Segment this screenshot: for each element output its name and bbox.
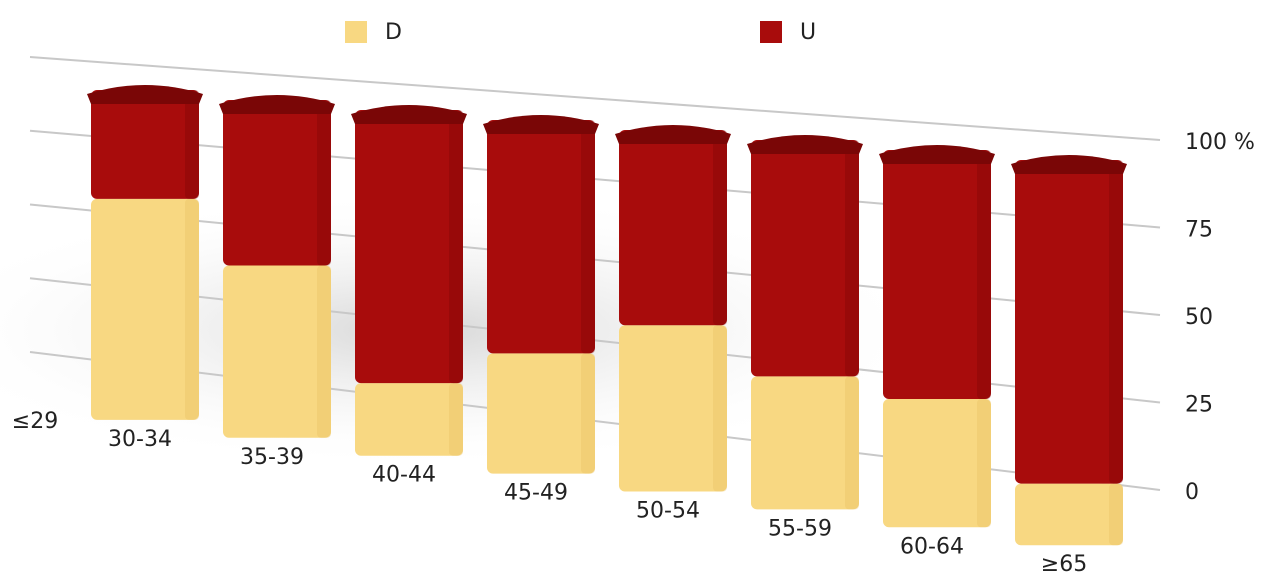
- bar-segment: [619, 130, 727, 326]
- bar-top: [351, 105, 467, 124]
- bar-side: [713, 325, 727, 492]
- bar-top: [747, 135, 863, 154]
- y-tick-label: 0: [1185, 480, 1199, 505]
- bar-side: [977, 150, 991, 400]
- bar-segment: [355, 383, 463, 456]
- bar-side: [977, 399, 991, 528]
- x-tick-label: 50-54: [636, 499, 700, 524]
- bar-side: [449, 383, 463, 456]
- bar-side: [185, 198, 199, 420]
- bar-top: [879, 145, 995, 164]
- bar-segment: [355, 110, 463, 384]
- bar-top: [219, 95, 335, 114]
- bar-segment: [487, 353, 595, 474]
- bar-side: [581, 353, 595, 474]
- x-tick-label: 60-64: [900, 534, 964, 559]
- legend-swatch: [345, 21, 367, 43]
- bar-segment: [91, 198, 199, 420]
- y-tick-label: 50: [1185, 305, 1213, 330]
- bar-top: [1011, 155, 1127, 174]
- bar-side: [185, 90, 199, 199]
- bar-side: [845, 376, 859, 510]
- bar-side: [1109, 160, 1123, 484]
- y-tick-label: 25: [1185, 393, 1213, 418]
- legend-label: D: [385, 20, 402, 45]
- bar-segment: [1015, 483, 1123, 546]
- bar-side: [449, 110, 463, 384]
- bar-side: [1109, 483, 1123, 546]
- x-tick-label: 30-34: [108, 427, 172, 452]
- y-tick-label: 75: [1185, 218, 1213, 243]
- grid-line: [29, 56, 1161, 141]
- x-tick-label: 55-59: [768, 516, 832, 541]
- y-tick-label: 100 %: [1185, 130, 1255, 155]
- legend-label: U: [800, 20, 816, 45]
- bar-segment: [883, 150, 991, 400]
- bar-segment: [751, 376, 859, 510]
- x-tick-label: ≥65: [1041, 552, 1087, 577]
- x-tick-label: ≤29: [12, 409, 58, 434]
- bar-segment: [751, 140, 859, 377]
- bar-side: [713, 130, 727, 326]
- bar-side: [845, 140, 859, 377]
- bar-segment: [487, 120, 595, 354]
- bar-segment: [223, 265, 331, 438]
- bar-segment: [619, 325, 727, 492]
- x-tick-label: 35-39: [240, 445, 304, 470]
- bar-segment: [1015, 160, 1123, 484]
- bar-top: [87, 85, 203, 104]
- bar-top: [615, 125, 731, 144]
- bar-top: [483, 115, 599, 134]
- bar-side: [581, 120, 595, 354]
- x-tick-label: 45-49: [504, 481, 568, 506]
- x-tick-label: 40-44: [372, 463, 436, 488]
- bar-segment: [223, 100, 331, 266]
- legend-swatch: [760, 21, 782, 43]
- bar-side: [317, 100, 331, 266]
- bar-segment: [883, 399, 991, 528]
- bar-side: [317, 265, 331, 438]
- bar-segment: [91, 90, 199, 199]
